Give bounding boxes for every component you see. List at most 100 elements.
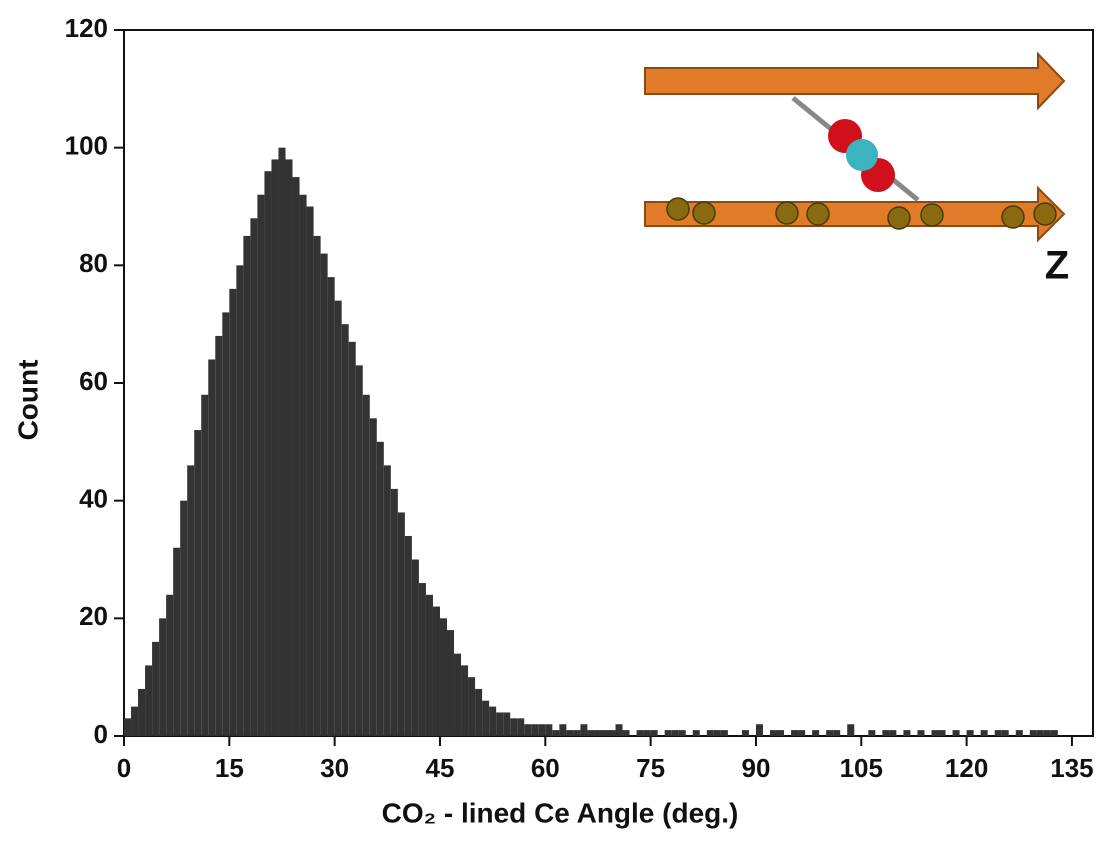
bar [264,171,272,736]
bar [636,730,644,736]
y-tick-label: 20 [79,601,108,631]
bar [594,730,602,736]
bar [889,730,897,736]
y-tick-label: 60 [79,366,108,396]
bar [320,253,328,737]
bar [173,547,181,736]
bar [454,653,462,736]
bar [517,718,525,736]
bar [826,730,834,736]
bar [236,265,244,736]
bar [369,418,377,736]
bar [201,394,209,736]
bar [994,730,1002,736]
bar [243,235,251,736]
bar [615,724,623,736]
x-tick-label: 135 [1050,753,1093,783]
bar [671,730,679,736]
bar [313,235,321,736]
bar [643,730,651,736]
bar [966,730,974,736]
bar [425,594,433,736]
bar [931,730,939,736]
bar [159,618,167,736]
y-axis-label: Count [12,360,43,441]
bar [573,730,581,736]
bar [868,730,876,736]
bar [545,724,553,736]
bar [489,706,497,736]
bar [903,730,911,736]
bar [552,730,560,736]
x-tick-label: 15 [215,753,244,783]
bar [770,730,778,736]
bar [278,147,286,736]
bar [559,724,567,736]
bar [1001,730,1009,736]
bar [952,730,960,736]
bar [180,500,188,736]
bar [1050,730,1058,736]
bar [741,730,749,736]
x-tick-label: 60 [531,753,560,783]
bar [362,394,370,736]
bar [383,465,391,736]
bar [404,535,412,736]
bar [376,441,384,736]
x-tick-label: 120 [945,753,988,783]
bar [798,730,806,736]
bar [777,730,785,736]
y-tick-label: 40 [79,484,108,514]
bar [510,718,518,736]
bar [482,700,490,736]
bar [397,512,405,736]
bar [496,712,504,736]
bar [327,277,335,736]
bar [791,730,799,736]
bar [608,730,616,736]
bar [257,194,265,736]
bar [622,730,630,736]
bar [439,618,447,736]
x-tick-label: 30 [320,753,349,783]
bar [503,712,511,736]
bar [166,594,174,736]
x-tick-label: 0 [117,753,131,783]
bar [755,724,763,736]
bar [348,341,356,736]
y-tick-label: 80 [79,248,108,278]
bar [124,718,132,736]
bar [299,194,307,736]
bar [917,730,925,736]
bar [411,559,419,736]
y-tick-label: 120 [65,13,108,43]
bar [418,583,426,736]
bar [475,688,483,736]
atom [846,139,878,171]
bar [713,730,721,736]
x-tick-label: 105 [840,753,883,783]
atoms [666,197,1057,230]
x-tick-label: 90 [741,753,770,783]
bar [531,724,539,736]
bar [1043,730,1051,736]
bar [1015,730,1023,736]
bar [720,730,728,736]
bar [538,724,546,736]
bar [678,730,686,736]
bar [355,365,363,736]
bar [664,730,672,736]
bar [208,359,216,736]
x-tick-label: 75 [636,753,665,783]
bar [566,730,574,736]
bar [812,730,820,736]
bar [1029,730,1037,736]
y-tick-label: 100 [65,131,108,161]
bar [650,730,658,736]
bar [587,730,595,736]
bar [341,324,349,736]
bar [285,159,293,736]
bar [292,177,300,737]
bar [601,730,609,736]
bar [138,688,146,736]
